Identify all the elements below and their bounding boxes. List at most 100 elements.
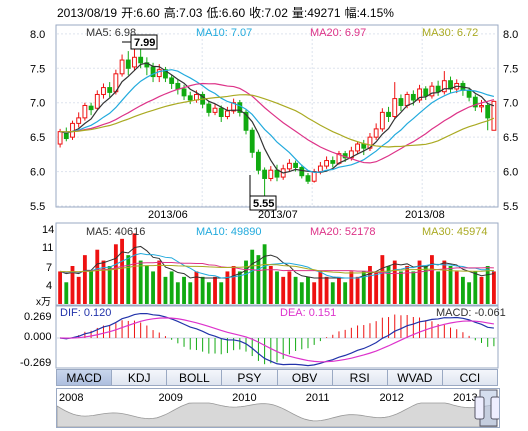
- candle-body: [94, 93, 100, 109]
- quote-high: 高:7.03: [163, 6, 203, 20]
- candle-body: [156, 69, 162, 78]
- volume-bar: [157, 260, 162, 304]
- candle-body: [293, 162, 299, 168]
- candle-body: [410, 93, 416, 101]
- candle-body: [163, 69, 168, 79]
- tab-boll[interactable]: BOLL: [167, 369, 223, 386]
- candle-body: [317, 165, 323, 173]
- candle-body: [379, 111, 385, 130]
- candle-body: [169, 77, 175, 84]
- candle-body: [57, 131, 63, 145]
- volume-bar: [206, 282, 211, 304]
- candle-body: [324, 160, 329, 167]
- candle-body: [119, 59, 125, 75]
- volume-bar: [355, 276, 360, 304]
- volume-bar: [144, 266, 149, 304]
- volume-bar: [76, 276, 81, 304]
- price-ma10-line: [60, 69, 495, 174]
- candle-body: [355, 143, 360, 152]
- volume-bar: [132, 233, 137, 304]
- price-y-tick-left: 7.0: [30, 98, 45, 110]
- navigator-year-label: 2013: [453, 392, 477, 404]
- tab-psy[interactable]: PSY: [222, 369, 278, 386]
- candle-body: [485, 104, 491, 119]
- volume-bar: [293, 276, 298, 304]
- volume-bar: [337, 276, 341, 304]
- candle-body: [472, 96, 478, 108]
- price-y-tick-left: 5.5: [30, 201, 45, 213]
- candle-body: [361, 143, 367, 149]
- max-callout-label: 7.99: [134, 37, 155, 49]
- volume-bar: [479, 276, 484, 304]
- navigator-year-label: 2011: [306, 392, 330, 404]
- volume-bar: [299, 282, 304, 304]
- candle-body: [268, 169, 274, 179]
- tab-cci[interactable]: CCI: [442, 369, 498, 386]
- candle-body: [441, 80, 447, 93]
- volume-bar: [312, 282, 317, 304]
- volume-bar: [405, 266, 410, 304]
- vol-y-14: 14: [42, 224, 54, 236]
- candle-body: [206, 103, 212, 113]
- vol-y-4: 4: [46, 280, 52, 292]
- navigator-year-label: 2012: [379, 392, 403, 404]
- volume-bar: [318, 271, 323, 304]
- volume-bar: [262, 244, 267, 304]
- quote-date: 2013/08/19: [57, 6, 118, 20]
- navigator-left-handle[interactable]: [474, 396, 485, 420]
- candle-body: [305, 175, 311, 182]
- volume-bar: [126, 255, 131, 304]
- candle-body: [82, 104, 88, 119]
- volume-ma20-line: [60, 261, 494, 275]
- tab-rsi[interactable]: RSI: [332, 369, 388, 386]
- volume-ma10-line: [60, 253, 495, 279]
- quote-low: 低:6.60: [206, 6, 246, 20]
- x-tick-aug: 2013/08: [405, 209, 445, 221]
- candle-body: [175, 82, 181, 90]
- min-callout-label: 5.55: [253, 198, 274, 210]
- range-navigator[interactable]: 2008 2009 2010 2011 2012 2013: [56, 388, 501, 428]
- volume-bar: [436, 271, 441, 304]
- price-y-tick-right: 7.5: [503, 63, 518, 75]
- volume-bar: [89, 271, 94, 304]
- volume-bar: [380, 255, 385, 304]
- x-tick-jun: 2013/06: [148, 209, 188, 221]
- volume-bar: [287, 271, 292, 304]
- tab-kdj[interactable]: KDJ: [112, 369, 168, 386]
- price-y-tick-right: 5.5: [503, 201, 518, 213]
- candle-body: [63, 132, 69, 140]
- candle-body: [262, 169, 268, 179]
- volume-bar: [448, 266, 453, 304]
- tab-macd[interactable]: MACD: [56, 369, 113, 386]
- volume-bar: [175, 282, 180, 304]
- candle-body: [330, 160, 336, 164]
- volume-bar: [163, 276, 168, 304]
- volume-bar: [442, 260, 447, 304]
- candle-body: [138, 56, 144, 64]
- tab-obv[interactable]: OBV: [277, 369, 333, 386]
- price-y-tick-right: 8.0: [503, 29, 518, 41]
- candle-body: [479, 104, 484, 108]
- volume-bar: [485, 266, 490, 304]
- candle-body: [243, 111, 249, 131]
- volume-bar: [460, 276, 465, 304]
- volume-bar: [268, 266, 273, 304]
- volume-bar: [200, 276, 205, 304]
- price-y-tick-left: 8.0: [30, 29, 45, 41]
- volume-bar: [244, 260, 248, 304]
- volume-bar: [491, 271, 496, 304]
- candle-body: [237, 102, 243, 113]
- volume-bar: [467, 282, 472, 304]
- vol-legend-ma10: MA10: 49890: [196, 226, 261, 238]
- volume-bar: [324, 276, 329, 304]
- volume-bar: [64, 282, 69, 304]
- volume-bar: [386, 266, 391, 304]
- navigator-right-handle[interactable]: [490, 396, 501, 420]
- volume-bar: [368, 266, 372, 304]
- price-y-tick-right: 6.5: [503, 132, 518, 144]
- volume-bar: [194, 271, 199, 304]
- macd-dif-line: [60, 312, 494, 367]
- tab-wvad[interactable]: WVAD: [387, 369, 443, 386]
- volume-bar: [423, 266, 428, 304]
- volume-bar: [151, 271, 155, 304]
